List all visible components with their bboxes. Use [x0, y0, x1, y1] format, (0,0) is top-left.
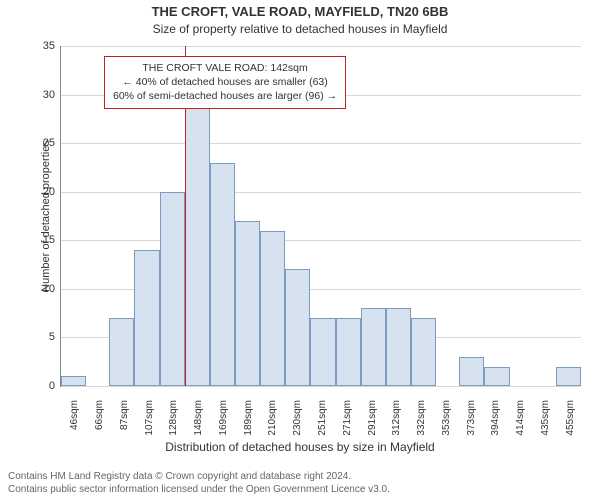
y-tick-label: 5	[49, 331, 55, 343]
x-tick-label: 291sqm	[367, 400, 378, 436]
x-tick-label: 169sqm	[218, 400, 229, 436]
x-tick-label: 435sqm	[540, 400, 551, 436]
x-tick-label: 148sqm	[193, 400, 204, 436]
y-axis-label: Number of detached properties	[40, 140, 52, 292]
bar	[210, 163, 235, 386]
bar	[109, 318, 134, 386]
x-tick-label: 251sqm	[317, 400, 328, 436]
bar	[160, 192, 185, 386]
x-tick-label: 87sqm	[119, 400, 130, 430]
bar	[411, 318, 436, 386]
bar	[260, 231, 285, 386]
x-tick-label: 210sqm	[267, 400, 278, 436]
x-tick-label: 230sqm	[292, 400, 303, 436]
bar	[556, 367, 581, 386]
x-tick-label: 46sqm	[69, 400, 80, 430]
chart-subtitle: Size of property relative to detached ho…	[0, 22, 600, 36]
x-axis-label: Distribution of detached houses by size …	[0, 440, 600, 454]
footer-text: Contains HM Land Registry data © Crown c…	[8, 470, 592, 496]
bar	[484, 367, 509, 386]
property-info-box: THE CROFT VALE ROAD: 142sqm← 40% of deta…	[104, 56, 346, 109]
y-tick-label: 25	[43, 137, 55, 149]
x-tick-label: 394sqm	[490, 400, 501, 436]
x-tick-label: 332sqm	[416, 400, 427, 436]
x-tick-label: 414sqm	[515, 400, 526, 436]
x-tick-label: 353sqm	[441, 400, 452, 436]
y-tick-label: 20	[43, 186, 55, 198]
gridline	[61, 386, 581, 387]
x-tick-label: 107sqm	[144, 400, 155, 436]
x-tick-label: 312sqm	[391, 400, 402, 436]
bar	[386, 308, 411, 386]
x-tick-label: 373sqm	[466, 400, 477, 436]
info-box-line: THE CROFT VALE ROAD: 142sqm	[113, 61, 337, 75]
bar	[285, 269, 310, 386]
bar	[185, 104, 210, 386]
y-tick-label: 30	[43, 89, 55, 101]
x-tick-label: 128sqm	[168, 400, 179, 436]
x-tick-label: 66sqm	[94, 400, 105, 430]
footer-line-2: Contains public sector information licen…	[8, 483, 592, 496]
y-tick-label: 35	[43, 40, 55, 52]
x-tick-label: 271sqm	[342, 400, 353, 436]
bar	[361, 308, 386, 386]
x-tick-label: 189sqm	[243, 400, 254, 436]
info-box-line: 60% of semi-detached houses are larger (…	[113, 89, 337, 103]
info-box-line: ← 40% of detached houses are smaller (63…	[113, 75, 337, 89]
bar	[134, 250, 159, 386]
y-tick-label: 15	[43, 234, 55, 246]
chart-title: THE CROFT, VALE ROAD, MAYFIELD, TN20 6BB	[0, 4, 600, 19]
x-tick-label: 455sqm	[565, 400, 576, 436]
bar	[310, 318, 335, 386]
bar	[61, 376, 86, 386]
footer-line-1: Contains HM Land Registry data © Crown c…	[8, 470, 592, 483]
bar	[235, 221, 260, 386]
bar	[336, 318, 361, 386]
bar	[459, 357, 484, 386]
y-tick-label: 10	[43, 283, 55, 295]
y-tick-label: 0	[49, 380, 55, 392]
